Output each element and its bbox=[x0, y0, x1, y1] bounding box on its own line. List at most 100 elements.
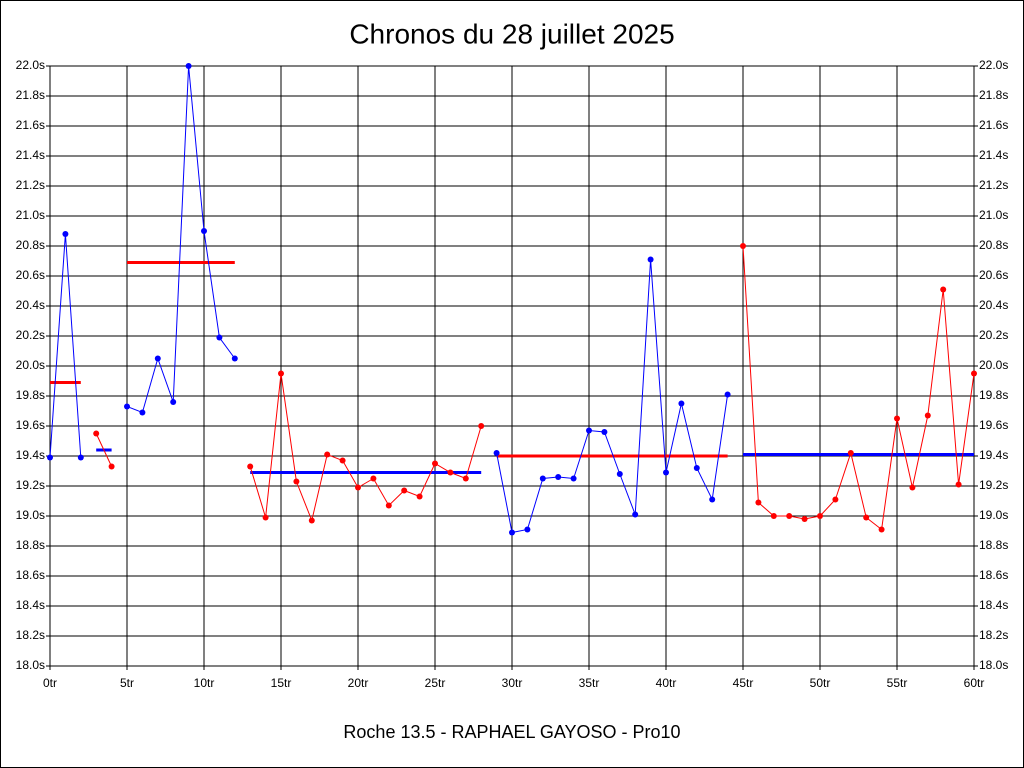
y-tick-label: 21.4s bbox=[16, 148, 45, 162]
chart-title: Chronos du 28 juillet 2025 bbox=[349, 18, 674, 49]
y-tick-label: 18.6s bbox=[16, 568, 45, 582]
y2-tick-label: 20.0s bbox=[979, 358, 1008, 372]
y2-tick-label: 21.6s bbox=[979, 118, 1008, 132]
y2-tick-label: 21.4s bbox=[979, 148, 1008, 162]
data-point bbox=[201, 228, 207, 234]
y-tick-label: 19.0s bbox=[16, 508, 45, 522]
x-tick-label: 35tr bbox=[579, 676, 600, 690]
y2-tick-label: 18.4s bbox=[979, 598, 1008, 612]
y-tick-label: 20.2s bbox=[16, 328, 45, 342]
data-point bbox=[355, 484, 361, 491]
data-point bbox=[308, 517, 315, 524]
data-point bbox=[278, 370, 284, 377]
data-point bbox=[924, 412, 931, 419]
plot-frame bbox=[49, 65, 975, 667]
y-tick-label: 20.6s bbox=[16, 268, 45, 282]
data-point bbox=[416, 493, 423, 500]
data-point bbox=[432, 460, 438, 467]
data-point bbox=[539, 475, 546, 482]
data-point bbox=[909, 484, 916, 491]
data-point bbox=[93, 430, 100, 437]
data-point bbox=[524, 526, 531, 533]
y-tick-label: 19.4s bbox=[16, 448, 45, 462]
data-point bbox=[786, 513, 793, 519]
y2-tick-label: 18.6s bbox=[979, 568, 1008, 582]
y-tick-label: 20.4s bbox=[16, 298, 45, 312]
data-point bbox=[154, 355, 161, 362]
data-point bbox=[447, 469, 454, 476]
y2-tick-label: 18.2s bbox=[979, 628, 1008, 642]
data-point bbox=[847, 450, 854, 456]
series-line bbox=[95, 433, 113, 467]
y-tick-label: 18.2s bbox=[16, 628, 45, 642]
data-point bbox=[832, 496, 839, 503]
chart-subtitle: Roche 13.5 - RAPHAEL GAYOSO - Pro10 bbox=[343, 722, 680, 742]
data-point bbox=[801, 516, 808, 522]
series-line bbox=[249, 373, 482, 523]
data-point bbox=[170, 399, 177, 405]
y-tick-label: 18.0s bbox=[16, 658, 45, 672]
x-tick-label: 55tr bbox=[887, 676, 908, 690]
data-point bbox=[616, 471, 623, 477]
series-line bbox=[496, 259, 729, 534]
x-tick-label: 10tr bbox=[194, 676, 215, 690]
x-tick-label: 0tr bbox=[43, 676, 57, 690]
y-tick-label: 21.2s bbox=[16, 178, 45, 192]
y2-tick-label: 20.2s bbox=[979, 328, 1008, 342]
x-tick-label: 50tr bbox=[810, 676, 831, 690]
y-tick-label: 21.8s bbox=[16, 88, 45, 102]
y2-tick-label: 20.4s bbox=[979, 298, 1008, 312]
data-point bbox=[185, 63, 192, 69]
data-point bbox=[940, 286, 947, 293]
y-tick-label: 19.8s bbox=[16, 388, 45, 402]
data-point bbox=[462, 475, 469, 482]
data-point bbox=[570, 475, 577, 482]
data-point bbox=[586, 427, 592, 434]
data-point bbox=[385, 502, 392, 509]
y-tick-label: 22.0s bbox=[16, 58, 45, 72]
data-point bbox=[339, 457, 346, 464]
x-tick-label: 40tr bbox=[656, 676, 677, 690]
y-tick-label: 18.8s bbox=[16, 538, 45, 552]
data-point bbox=[601, 429, 608, 435]
data-point bbox=[878, 526, 885, 533]
data-point bbox=[770, 513, 777, 519]
data-point bbox=[509, 529, 515, 536]
y2-tick-label: 21.2s bbox=[979, 178, 1008, 192]
x-tick-label: 45tr bbox=[733, 676, 754, 690]
series-line bbox=[126, 65, 236, 414]
data-point bbox=[894, 415, 900, 422]
data-point bbox=[401, 487, 408, 494]
data-point bbox=[817, 513, 823, 519]
x-tick-label: 15tr bbox=[271, 676, 292, 690]
data-point bbox=[955, 481, 962, 488]
series-line bbox=[742, 245, 975, 531]
data-point bbox=[139, 409, 146, 416]
y2-tick-label: 19.0s bbox=[979, 508, 1008, 522]
data-point bbox=[493, 450, 500, 456]
data-point bbox=[632, 511, 639, 518]
data-point bbox=[555, 474, 562, 480]
x-tick-label: 20tr bbox=[348, 676, 369, 690]
y2-tick-label: 20.6s bbox=[979, 268, 1008, 282]
data-point bbox=[216, 334, 223, 341]
data-point bbox=[124, 403, 130, 410]
data-point bbox=[971, 370, 977, 377]
data-point bbox=[724, 391, 731, 398]
data-point bbox=[324, 451, 331, 458]
y-tick-label: 18.4s bbox=[16, 598, 45, 612]
data-point bbox=[678, 400, 685, 407]
data-point bbox=[247, 463, 254, 470]
x-tick-label: 30tr bbox=[502, 676, 523, 690]
y2-tick-label: 22.0s bbox=[979, 58, 1008, 72]
data-point bbox=[863, 514, 870, 521]
y2-tick-label: 18.8s bbox=[979, 538, 1008, 552]
y2-tick-label: 18.0s bbox=[979, 658, 1008, 672]
y-tick-label: 21.0s bbox=[16, 208, 45, 222]
data-point bbox=[62, 231, 69, 237]
y-tick-label: 19.6s bbox=[16, 418, 45, 432]
x-tick-label: 60tr bbox=[964, 676, 985, 690]
data-point bbox=[663, 469, 669, 476]
